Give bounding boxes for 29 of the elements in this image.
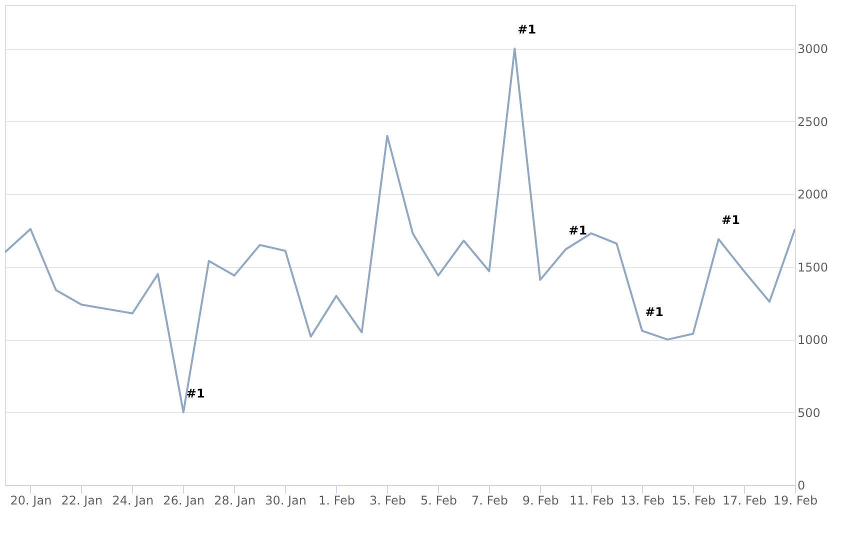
x-tick-label: 11. Feb bbox=[570, 494, 614, 508]
x-tick-label: 13. Feb bbox=[620, 494, 665, 508]
x-tick-label: 17. Feb bbox=[722, 494, 767, 508]
y-tick-label: 1000 bbox=[798, 333, 828, 348]
x-tick-label: 28. Jan bbox=[214, 494, 256, 508]
annotation: #1 bbox=[722, 213, 740, 228]
annotation: #1 bbox=[518, 22, 536, 37]
x-tick-label: 7. Feb bbox=[471, 494, 508, 508]
x-tick-label: 26. Jan bbox=[163, 494, 205, 508]
y-tick-label: 3000 bbox=[798, 42, 828, 56]
x-tick-label: 9. Feb bbox=[522, 494, 559, 508]
y-tick-label: 2000 bbox=[798, 188, 828, 202]
y-tick-label: 1500 bbox=[798, 260, 828, 274]
x-tick-label: 30. Jan bbox=[265, 494, 307, 508]
x-tick-label: 5. Feb bbox=[420, 494, 457, 508]
y-tick-label: 0 bbox=[798, 478, 806, 492]
annotation: #1 bbox=[568, 223, 588, 238]
x-tick-label: 19. Feb bbox=[773, 494, 818, 508]
line-series bbox=[5, 48, 795, 414]
y-tick-label: 500 bbox=[798, 406, 820, 420]
x-tick-label: 22. Jan bbox=[61, 494, 103, 508]
x-tick-label: 24. Jan bbox=[112, 494, 154, 508]
x-tick-label: 3. Feb bbox=[370, 494, 406, 508]
x-tick-label: 1. Feb bbox=[318, 494, 356, 508]
x-tick-label: 20. Jan bbox=[10, 494, 52, 508]
annotation: #1 bbox=[186, 386, 205, 400]
annotation: #1 bbox=[645, 304, 664, 319]
x-tick-label: 15. Feb bbox=[671, 494, 716, 508]
y-tick-label: 2500 bbox=[798, 114, 828, 129]
